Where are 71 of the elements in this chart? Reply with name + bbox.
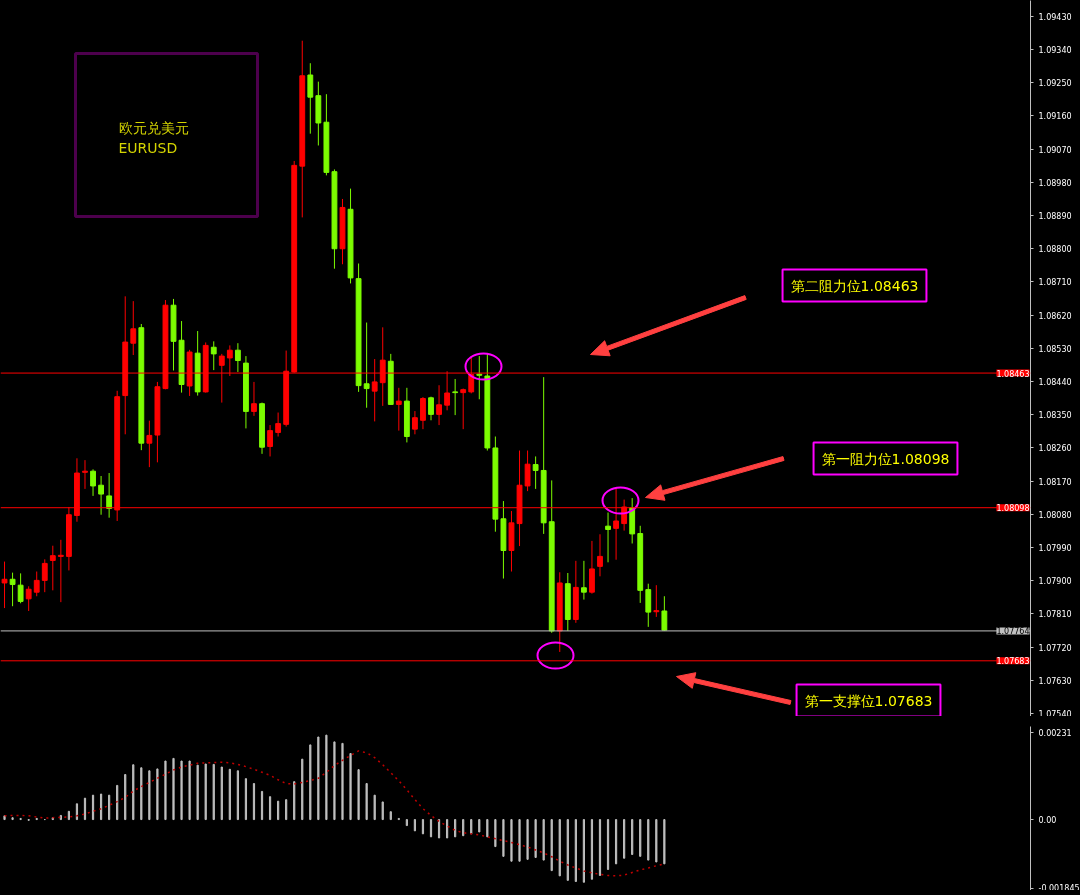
y-tick-label: 1.08710	[1038, 278, 1072, 288]
candlestick	[41, 558, 48, 593]
candlestick	[532, 455, 539, 490]
y-tick-label: 1.09160	[1038, 112, 1072, 122]
candlestick	[412, 410, 418, 435]
annotation: EURUSD	[118, 139, 178, 156]
y-tick-label: 1.07630	[1038, 676, 1072, 686]
candlestick	[307, 62, 314, 135]
candlestick	[476, 355, 483, 400]
candlestick	[661, 595, 668, 632]
y-tick-label: 1.07810	[1038, 610, 1072, 620]
y-tick-label: 1.09250	[1038, 79, 1072, 89]
y-tick-label: 1.09430	[1038, 12, 1072, 22]
y-tick-label: 1.08890	[1038, 212, 1072, 222]
y-tick-label: 1.08620	[1038, 311, 1072, 321]
y-tick-label: 1.08800	[1038, 245, 1072, 255]
y-tick-label: 1.07540	[1038, 709, 1072, 719]
candlestick	[82, 459, 88, 490]
candlestick	[17, 572, 24, 604]
y-tick-label: 0.00231	[1038, 729, 1072, 739]
candlestick	[33, 571, 40, 597]
candlestick	[25, 585, 32, 612]
y-tick-label: 1.08530	[1038, 344, 1072, 354]
candlestick	[106, 472, 113, 519]
annotation: 第一阻力位1.08098	[821, 450, 950, 467]
candlestick	[605, 512, 611, 563]
y-tick-label: 1.09340	[1038, 46, 1072, 56]
y-tick-label: 0.00	[1038, 816, 1057, 826]
candlestick	[420, 396, 426, 430]
candlestick	[436, 384, 442, 426]
candlestick	[98, 475, 104, 516]
annotation: 欧元兑美元	[118, 119, 189, 136]
candlestick	[524, 450, 531, 492]
candlestick	[645, 583, 652, 628]
candlestick	[9, 572, 16, 607]
candlestick	[49, 545, 56, 591]
ref-line-label: 1.08098	[996, 504, 1030, 514]
candlestick	[251, 381, 257, 417]
y-tick-label: 1.08980	[1038, 178, 1072, 188]
annotation: 第一支撑位1.07683	[804, 692, 933, 709]
y-tick-label: -0.001845	[1038, 883, 1080, 893]
y-tick-label: 1.07990	[1038, 544, 1072, 554]
ref-line-label: 1.08463	[996, 369, 1030, 379]
candlestick	[146, 420, 153, 468]
candlestick	[267, 424, 273, 457]
candlestick	[395, 387, 402, 432]
candlestick	[130, 300, 137, 356]
y-tick-label: 1.09070	[1038, 145, 1072, 155]
candlestick	[460, 388, 467, 430]
y-tick-label: 1.07900	[1038, 577, 1072, 587]
y-tick-label: 1.08080	[1038, 510, 1072, 520]
y-tick-label: 1.07720	[1038, 643, 1072, 653]
candlestick	[653, 584, 660, 618]
ref-line-label: 1.07764	[996, 627, 1030, 637]
y-tick-label: 1.08170	[1038, 477, 1072, 487]
candlestick	[210, 340, 217, 371]
y-tick-label: 1.08350	[1038, 411, 1072, 421]
candlestick	[597, 533, 603, 577]
candlestick	[363, 322, 370, 409]
candlestick	[1, 561, 8, 609]
candlestick	[234, 342, 241, 373]
candlestick	[275, 412, 282, 438]
candlestick	[90, 468, 96, 497]
candlestick	[452, 378, 459, 416]
candlestick	[580, 560, 587, 601]
annotation: 第二阻力位1.08463	[790, 277, 919, 294]
candlestick	[589, 540, 595, 595]
y-tick-label: 1.08440	[1038, 378, 1072, 388]
y-tick-label: 1.08260	[1038, 444, 1072, 454]
candlestick	[57, 539, 64, 603]
ref-line-label: 1.07683	[996, 657, 1030, 667]
